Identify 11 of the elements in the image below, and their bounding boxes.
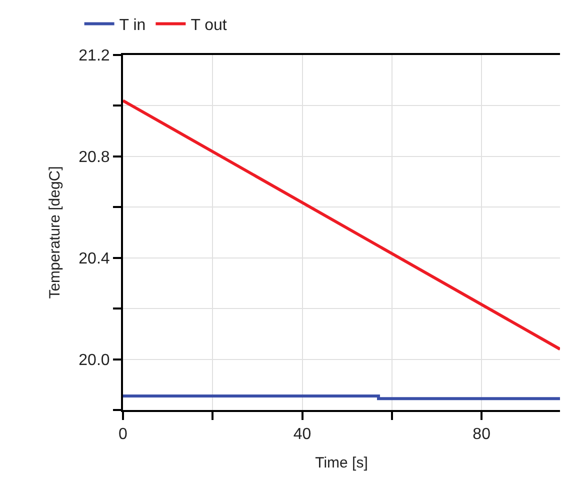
x-tick-label: 40 <box>293 426 312 444</box>
y-tick-label: 20.4 <box>78 250 110 268</box>
x-axis-title: Time [s] <box>315 454 368 472</box>
legend-label: T in <box>119 16 146 34</box>
text: 20.0 <box>78 352 110 369</box>
y-tick-label: 21.2 <box>78 48 110 65</box>
x-tick-label: 80 <box>472 426 491 444</box>
y-tick-label: 20.8 <box>78 149 110 166</box>
x-tick-label: 0 <box>118 426 128 444</box>
y-axis-title: Temperature [degC] <box>46 166 64 299</box>
legend-label: T out <box>190 16 228 34</box>
